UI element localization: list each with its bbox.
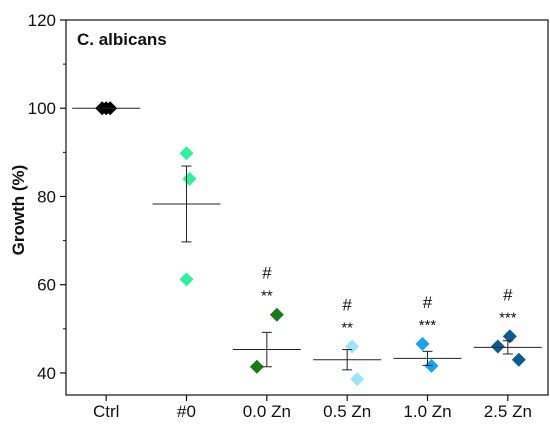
x-tick-label: 2.5 Zn — [484, 402, 532, 421]
x-tick-label: #0 — [177, 402, 196, 421]
significance-stars: *** — [499, 309, 517, 326]
x-tick-label: Ctrl — [93, 402, 119, 421]
significance-hash: # — [503, 285, 513, 304]
plot-frame — [65, 19, 549, 396]
data-point — [415, 336, 430, 351]
y-tick-label: 40 — [37, 364, 56, 383]
y-tick-label: 120 — [28, 11, 56, 30]
y-tick-label: 80 — [37, 187, 56, 206]
significance-stars: ** — [341, 319, 353, 336]
x-tick-label: 1.0 Zn — [403, 402, 451, 421]
y-axis-title: Growth (%) — [9, 165, 28, 256]
data-point — [269, 307, 284, 322]
data-point — [502, 329, 517, 344]
chart-title: C. albicans — [77, 30, 167, 49]
data-point — [350, 372, 365, 387]
significance-hash: # — [423, 293, 433, 312]
data-point — [179, 146, 194, 161]
data-point — [490, 339, 505, 354]
data-point — [249, 359, 264, 374]
x-tick-label: 0.5 Zn — [323, 402, 371, 421]
significance-stars: *** — [419, 317, 437, 334]
significance-hash: # — [342, 295, 352, 314]
data-point — [179, 272, 194, 287]
data-point — [511, 352, 526, 367]
y-tick-label: 100 — [28, 99, 56, 118]
significance-hash: # — [262, 264, 272, 283]
significance-stars: ** — [261, 288, 273, 305]
y-tick-label: 60 — [37, 276, 56, 295]
data-point — [182, 171, 197, 186]
x-tick-label: 0.0 Zn — [243, 402, 291, 421]
